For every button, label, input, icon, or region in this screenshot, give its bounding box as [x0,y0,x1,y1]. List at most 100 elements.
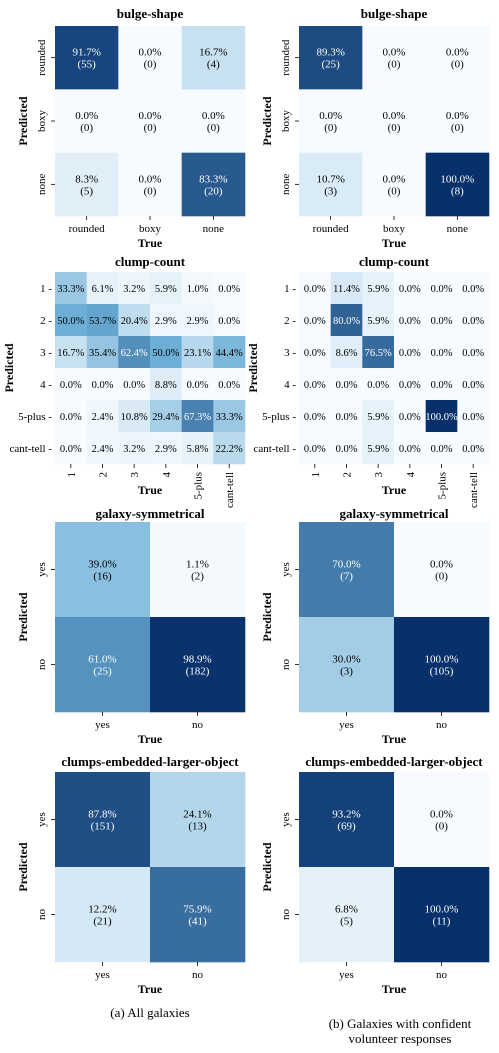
cell-count-label: (20) [204,185,223,197]
cell-count-label: (25) [93,666,112,678]
heatmap-cell [394,336,426,369]
y-tick-label: 2 - [40,315,52,327]
cell-percent-label: 0.0% [304,444,326,455]
cell-percent-label: 100.0% [425,412,458,423]
cell-percent-label: 70.0% [332,559,360,571]
heatmap-cell [362,368,395,401]
cell-percent-label: 6.8% [335,904,358,916]
cell-percent-label: 8.3% [75,173,98,185]
cell-count-label: (0) [144,185,157,197]
cell-percent-label: 0.0% [336,380,358,391]
cell-count-label: (25) [322,59,341,71]
heatmap-cell [457,272,490,305]
x-axis-label: True [138,732,163,746]
cell-percent-label: 2.9% [187,316,209,327]
cell-percent-label: 23.1% [184,348,211,359]
heatmap-cell [299,867,395,963]
cell-percent-label: 0.0% [399,412,421,423]
heatmap-cell [330,336,363,369]
cell-count-label: (0) [144,59,157,71]
cell-percent-label: 0.0% [304,348,326,359]
y-tick-label: boxy [280,110,292,133]
x-tick-label: no [436,719,448,731]
x-tick-label: cant-tell [224,472,236,508]
heatmap-cell [299,89,363,153]
heatmap-cell [55,26,119,90]
cell-percent-label: 1.0% [187,284,209,295]
heatmap-cell [118,272,151,305]
cell-percent-label: 0.0% [304,412,326,423]
heatmap-b-bulge-shape: bulge-shape89.3%(25)0.0%(0)0.0%(0)0.0%(0… [260,6,490,250]
cell-count-label: (0) [435,571,448,583]
cell-percent-label: 50.0% [152,348,179,359]
heatmap-cell [362,304,395,337]
cell-percent-label: 0.0% [304,284,326,295]
y-axis-label: Predicted [260,96,274,145]
cell-count-label: (0) [324,122,337,134]
cell-percent-label: 44.4% [216,348,243,359]
cell-percent-label: 0.0% [139,47,162,59]
cell-percent-label: 1.1% [186,559,209,571]
cell-percent-label: 0.0% [431,444,453,455]
cell-percent-label: 61.0% [88,654,116,666]
heatmap-cell [394,432,426,465]
x-tick-label: no [436,969,448,981]
heatmap-title: bulge-shape [361,6,428,21]
cell-percent-label: 93.2% [332,809,360,821]
heatmap-cell [55,772,151,868]
heatmap-cell [299,400,331,433]
heatmap-cell [55,867,151,963]
heatmap-cell [118,400,151,433]
heatmap-cell [457,432,490,465]
heatmap-cell [425,368,458,401]
cell-percent-label: 16.7% [199,47,227,59]
cell-percent-label: 0.0% [430,809,453,821]
x-axis-label: True [382,236,407,250]
cell-percent-label: 0.0% [399,380,421,391]
cell-percent-label: 0.0% [462,316,484,327]
cell-count-label: (11) [433,916,451,928]
heatmap-cell [150,617,246,713]
heatmap-cell [330,368,363,401]
heatmap-a-bulge-shape: bulge-shape91.7%(55)0.0%(0)16.7%(4)0.0%(… [16,6,246,250]
heatmap-title: galaxy-symmetrical [339,506,448,521]
cell-percent-label: 62.4% [121,348,148,359]
x-tick-label: yes [339,969,354,981]
heatmap-cell [55,368,87,401]
cell-count-label: (16) [93,571,112,583]
cell-percent-label: 5.9% [155,284,177,295]
x-tick-label: yes [95,969,110,981]
cell-percent-label: 67.3% [184,412,211,423]
x-tick-label: boxy [139,223,162,235]
cell-percent-label: 53.7% [89,316,116,327]
x-tick-label: cant-tell [468,472,480,508]
cell-count-label: (0) [144,122,157,134]
heatmap-cell [86,368,119,401]
y-tick-label: 4 - [40,379,52,391]
heatmap-cell [86,272,119,305]
cell-count-label: (13) [188,821,207,833]
cell-percent-label: 5.8% [187,444,209,455]
y-tick-label: 4 - [284,379,296,391]
cell-percent-label: 6.1% [92,284,114,295]
cell-percent-label: 0.0% [139,173,162,185]
caption-right-line2: volunteer responses [348,1031,452,1046]
heatmap-cell [425,304,458,337]
cell-count-label: (3) [340,666,353,678]
heatmap-cell [55,400,87,433]
cell-percent-label: 29.4% [152,412,179,423]
y-axis-label: Predicted [2,343,16,392]
y-tick-label: yes [36,812,48,827]
heatmap-cell [362,26,426,90]
cell-count-label: (8) [451,185,464,197]
heatmap-cell [150,336,182,369]
x-tick-label: 4 [405,472,417,478]
heatmap-cell [181,432,214,465]
heatmap-cell [55,336,87,369]
x-tick-label: 2 [98,472,110,478]
x-tick-label: yes [339,719,354,731]
cell-percent-label: 30.0% [332,654,360,666]
x-axis-label: True [138,483,163,497]
cell-percent-label: 0.0% [187,380,209,391]
x-tick-label: none [203,223,225,235]
